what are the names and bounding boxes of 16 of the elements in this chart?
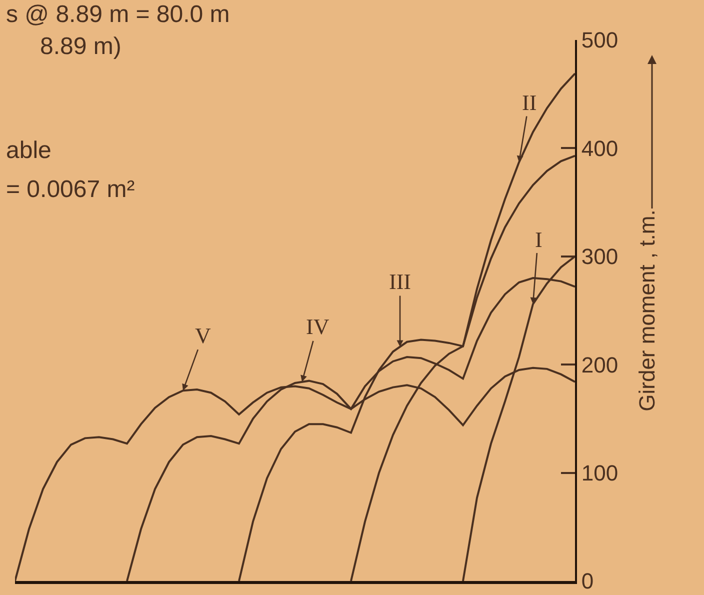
series-label: II: [522, 90, 537, 115]
annotation: = 0.0067 m²: [6, 176, 135, 203]
annotation: 8.89 m): [40, 33, 122, 60]
y-tick-label: 0: [581, 568, 594, 594]
y-axis-title: Girder moment , t.m.: [634, 210, 660, 412]
series-label: I: [535, 227, 542, 252]
y-tick-label: 100: [581, 460, 618, 486]
y-tick-label: 400: [581, 136, 618, 161]
y-tick-label: 300: [581, 244, 618, 270]
annotation: able: [6, 137, 52, 164]
text: III: [389, 269, 411, 294]
y-tick-label: 200: [581, 352, 618, 378]
y-tick-label: 500: [581, 28, 618, 53]
series-label: IV: [306, 314, 330, 339]
text: s @ 8.89 m = 80.0 m: [6, 1, 230, 28]
series-label: V: [195, 323, 211, 348]
